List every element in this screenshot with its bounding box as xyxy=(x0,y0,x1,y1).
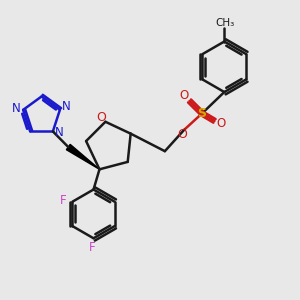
Polygon shape xyxy=(66,144,100,169)
Text: N: N xyxy=(62,100,71,113)
Text: N: N xyxy=(55,126,64,140)
Text: O: O xyxy=(180,89,189,102)
Text: S: S xyxy=(197,107,206,120)
Text: N: N xyxy=(12,102,21,115)
Text: CH₃: CH₃ xyxy=(216,18,235,28)
Text: F: F xyxy=(60,194,66,207)
Text: O: O xyxy=(96,111,106,124)
Text: O: O xyxy=(177,128,187,141)
Text: F: F xyxy=(89,241,95,254)
Text: O: O xyxy=(216,117,226,130)
